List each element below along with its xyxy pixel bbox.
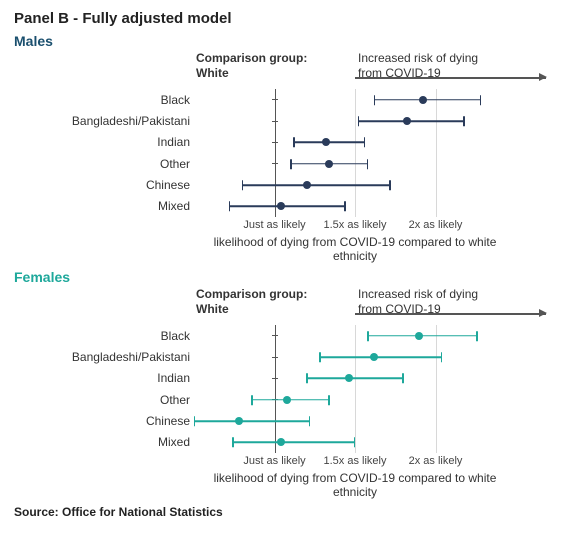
category-label: Indian: [20, 135, 190, 149]
x-tick-label: Just as likely: [243, 455, 305, 467]
x-tick-label: 1.5x as likely: [324, 219, 387, 231]
category-label: Mixed: [20, 199, 190, 213]
category-label: Other: [20, 157, 190, 171]
x-axis-label: likelihood of dying from COVID-19 compar…: [194, 235, 516, 263]
forest-plot: Comparison group:WhiteIncreased risk of …: [14, 287, 554, 493]
ref-tick: [272, 163, 278, 164]
category-label: Other: [20, 393, 190, 407]
ci-bar: [320, 356, 442, 358]
gridline: [355, 89, 356, 217]
forest-plot: Comparison group:WhiteIncreased risk of …: [14, 51, 554, 257]
group-label: Females: [14, 269, 566, 285]
group-label: Males: [14, 33, 566, 49]
ref-tick: [272, 378, 278, 379]
category-label: Bangladeshi/Pakistani: [20, 114, 190, 128]
point-estimate: [325, 160, 333, 168]
point-estimate: [277, 202, 285, 210]
ci-bar: [374, 99, 480, 101]
comparison-group-label: Comparison group:White: [196, 287, 307, 317]
ci-bar: [242, 184, 390, 186]
category-label: Black: [20, 93, 190, 107]
ci-bar: [307, 378, 404, 380]
arrow-icon: [355, 313, 546, 315]
point-estimate: [415, 332, 423, 340]
point-estimate: [370, 353, 378, 361]
category-label: Chinese: [20, 414, 190, 428]
ref-tick: [272, 142, 278, 143]
x-axis-label: likelihood of dying from COVID-19 compar…: [194, 471, 516, 499]
category-label: Mixed: [20, 435, 190, 449]
category-label: Indian: [20, 371, 190, 385]
reference-line: [275, 325, 277, 453]
point-estimate: [419, 96, 427, 104]
point-estimate: [235, 417, 243, 425]
ci-bar: [229, 206, 345, 208]
point-estimate: [303, 181, 311, 189]
gridline: [355, 325, 356, 453]
ref-tick: [272, 99, 278, 100]
x-tick-label: 2x as likely: [409, 219, 463, 231]
point-estimate: [345, 374, 353, 382]
point-estimate: [277, 438, 285, 446]
x-tick-label: 2x as likely: [409, 455, 463, 467]
category-label: Black: [20, 329, 190, 343]
panel-title: Panel B - Fully adjusted model: [14, 10, 566, 27]
ref-tick: [272, 357, 278, 358]
ref-tick: [272, 121, 278, 122]
plot-area: [194, 89, 516, 217]
point-estimate: [322, 138, 330, 146]
plot-area: [194, 325, 516, 453]
x-tick-label: 1.5x as likely: [324, 455, 387, 467]
point-estimate: [283, 396, 291, 404]
gridline: [436, 89, 437, 217]
ci-bar: [233, 442, 355, 444]
ref-tick: [272, 335, 278, 336]
point-estimate: [403, 117, 411, 125]
source-line: Source: Office for National Statistics: [14, 505, 566, 519]
gridline: [436, 325, 437, 453]
ci-bar: [358, 120, 464, 122]
comparison-group-label: Comparison group:White: [196, 51, 307, 81]
category-label: Bangladeshi/Pakistani: [20, 350, 190, 364]
reference-line: [275, 89, 277, 217]
category-label: Chinese: [20, 178, 190, 192]
arrow-icon: [355, 77, 546, 79]
ci-bar: [194, 420, 310, 422]
x-tick-label: Just as likely: [243, 219, 305, 231]
